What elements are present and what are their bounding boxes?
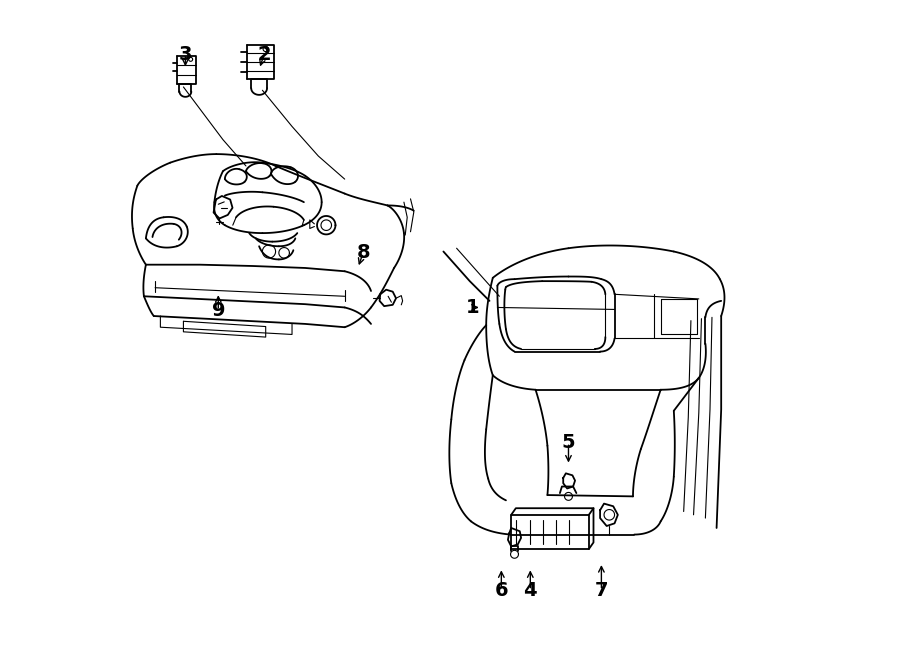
Text: 5: 5	[562, 433, 575, 452]
Text: 3: 3	[178, 44, 192, 63]
Text: 8: 8	[356, 243, 370, 262]
Text: 1: 1	[466, 298, 480, 317]
Text: 7: 7	[595, 581, 608, 600]
Text: 6: 6	[494, 581, 508, 600]
Text: 9: 9	[212, 301, 225, 320]
Text: 4: 4	[524, 581, 537, 600]
Text: 2: 2	[257, 44, 271, 63]
